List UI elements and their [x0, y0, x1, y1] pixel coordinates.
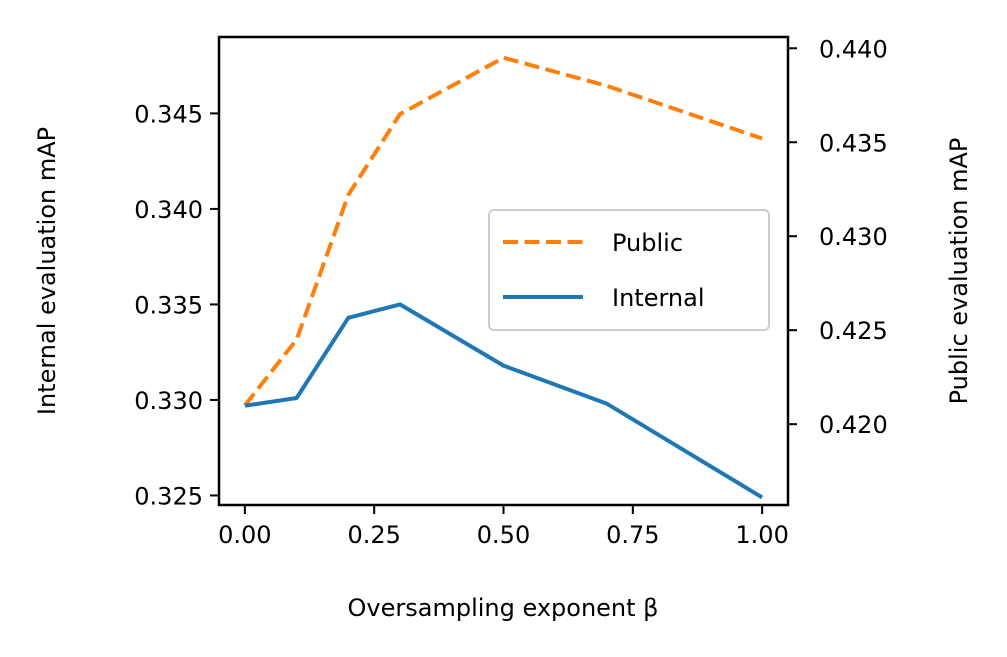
x-axis-title: Oversampling exponent β — [348, 594, 659, 622]
legend-label-public: Public — [612, 229, 683, 257]
x-tick-label: 0.75 — [606, 521, 659, 549]
right-y-tick-label: 0.420 — [819, 411, 888, 439]
right-y-tick-label: 0.430 — [819, 223, 888, 251]
legend-frame — [488, 209, 770, 331]
left-y-tick-label: 0.345 — [134, 100, 203, 128]
series-line-public — [243, 55, 763, 407]
right-y-axis: 0.420 0.425 0.430 0.435 0.440 — [788, 35, 888, 439]
left-y-tick-label: 0.325 — [134, 482, 203, 510]
series-layer — [243, 55, 764, 500]
x-tick-label: 0.50 — [477, 521, 530, 549]
right-y-tick-label: 0.440 — [819, 35, 888, 63]
left-y-tick-label: 0.335 — [134, 291, 203, 319]
legend-label-internal: Internal — [612, 284, 705, 312]
x-tick-label: 0.25 — [347, 521, 400, 549]
legend: Public Internal — [488, 209, 770, 331]
x-tick-label: 0.00 — [218, 521, 271, 549]
x-axis: 0.00 0.25 0.50 0.75 1.00 — [218, 505, 789, 549]
series-line-internal — [244, 302, 764, 500]
right-y-tick-label: 0.435 — [819, 129, 888, 157]
x-tick-label: 1.00 — [735, 521, 788, 549]
right-y-tick-label: 0.425 — [819, 317, 888, 345]
left-y-tick-label: 0.340 — [134, 196, 203, 224]
right-y-axis-title: Public evaluation mAP — [945, 138, 973, 405]
left-y-tick-label: 0.330 — [134, 387, 203, 415]
left-y-axis: 0.325 0.330 0.335 0.340 0.345 — [134, 100, 219, 510]
left-y-axis-title: Internal evaluation mAP — [33, 127, 61, 415]
